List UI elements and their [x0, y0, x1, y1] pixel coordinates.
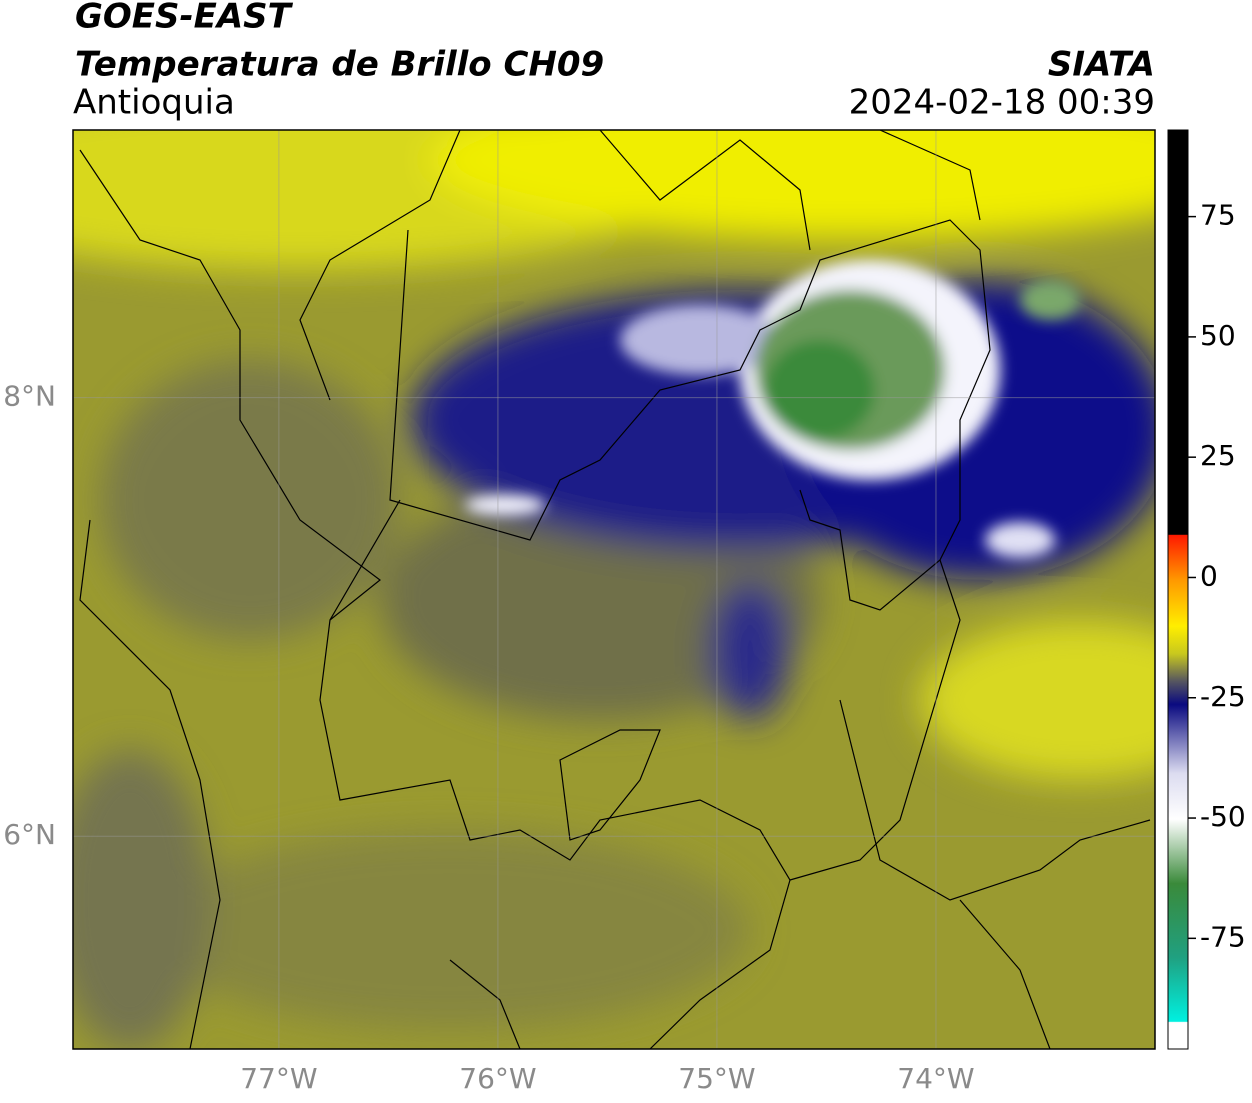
colorbar-tick-label: 0	[1200, 559, 1218, 592]
lon-tick-label: 74°W	[897, 1062, 974, 1095]
lat-tick-label: 8°N	[3, 380, 56, 413]
satellite: GOES-EAST	[75, 0, 294, 37]
colorbar	[1167, 129, 1189, 1050]
colorbar-tick-label: 50	[1200, 319, 1236, 352]
map-frame	[72, 129, 1156, 1050]
source: SIATA	[1048, 45, 1155, 85]
lat-tick-label: 6°N	[3, 818, 56, 851]
satellite-image	[73, 130, 1155, 1049]
lon-tick-label: 77°W	[240, 1062, 317, 1095]
colorbar-tick-label: -75	[1200, 920, 1246, 953]
colorbar-tick-label: -50	[1200, 800, 1246, 833]
product: Temperatura de Brillo CH09	[75, 45, 604, 85]
datetime: 2024-02-18 00:39	[849, 83, 1155, 123]
colorbar-tick-label: -25	[1200, 680, 1246, 713]
colorbar-tick-label: 75	[1200, 199, 1236, 232]
region: Antioquia	[73, 83, 235, 123]
lon-tick-label: 76°W	[459, 1062, 536, 1095]
colorbar-tick-label: 25	[1200, 439, 1236, 472]
lon-tick-label: 75°W	[678, 1062, 755, 1095]
